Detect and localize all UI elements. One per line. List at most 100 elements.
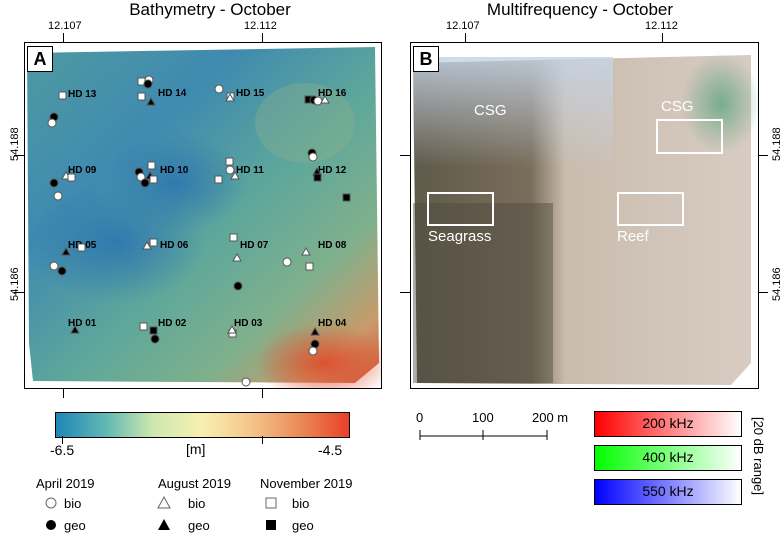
bio-square-marker — [67, 173, 76, 182]
reef-box — [617, 192, 684, 226]
geo-triangle-marker — [310, 326, 320, 336]
legend-bio-circle — [45, 497, 57, 509]
panel-a-tick-mark — [63, 388, 64, 398]
legend-group-november: November 2019 — [260, 476, 353, 491]
colorbar-unit-label: [m] — [186, 441, 206, 457]
legend-april-bio: bio — [64, 496, 82, 511]
panel-a-top-tick-2: 12.112 — [244, 20, 277, 32]
station-label: HD 06 — [160, 240, 189, 251]
geo-triangle-marker — [146, 96, 156, 106]
bio-triangle-marker — [142, 240, 152, 250]
geo-circle-marker — [140, 178, 150, 188]
frequency-range-label: [20 dB range] — [751, 416, 766, 496]
panel-b-tick-mark — [400, 155, 410, 156]
station-label: HD 08 — [318, 240, 347, 251]
panel-b-right-tick-1: 54.188 — [771, 127, 782, 161]
bio-circle-marker — [49, 261, 59, 271]
panel-a-title: Bathymetry - October — [129, 0, 291, 19]
geo-circle-marker — [150, 334, 160, 344]
station-label: HD 12 — [318, 165, 347, 176]
colorbar-tick — [262, 436, 263, 444]
legend-group-april: April 2019 — [36, 476, 95, 491]
panel-a-top-tick-1: 12.107 — [48, 20, 82, 32]
legend-november-bio: bio — [292, 496, 310, 511]
station-label: HD 03 — [234, 318, 263, 329]
geo-triangle-marker — [70, 324, 80, 334]
panel-a-tick-mark — [14, 292, 24, 293]
bio-square-marker — [77, 243, 86, 252]
station-label: HD 11 — [236, 165, 264, 176]
geo-circle-marker — [233, 281, 243, 291]
geo-square-marker — [149, 326, 158, 335]
panel-b-tick-mark — [758, 155, 768, 156]
panel-b-right-tick-2: 54.186 — [771, 267, 782, 301]
bio-circle-marker — [282, 257, 292, 267]
bio-triangle-marker — [232, 252, 242, 262]
panel-a-tick-mark — [262, 388, 263, 398]
legend-geo-triangle — [158, 519, 170, 530]
bio-circle-marker — [241, 377, 251, 387]
panel-b-tick-mark — [465, 33, 466, 43]
scalebar — [419, 430, 548, 440]
bio-square-marker — [214, 175, 223, 184]
legend-august-bio: bio — [188, 496, 206, 511]
bio-circle-marker — [225, 165, 235, 175]
panel-b-top-tick-1: 12.107 — [446, 20, 480, 32]
area-label-seagrass: Seagrass — [428, 228, 492, 245]
legend-group-august: August 2019 — [158, 476, 232, 491]
scalebar-label-100: 100 — [472, 410, 494, 425]
station-label: HD 04 — [318, 318, 347, 329]
area-label-reef: Reef — [617, 228, 649, 245]
panel-a-tick-mark — [63, 33, 64, 43]
bio-square-marker — [137, 92, 146, 101]
freq-400-box: 400 kHz — [594, 445, 742, 471]
bio-square-marker — [305, 262, 314, 271]
bathymetry-map — [24, 42, 382, 389]
panel-a-tick-mark — [262, 33, 263, 43]
depth-colorbar — [55, 412, 350, 438]
legend-november-geo: geo — [292, 518, 314, 533]
bio-square-marker — [225, 157, 234, 166]
geo-square-marker — [342, 193, 351, 202]
multifrequency-map — [410, 42, 759, 389]
station-label: HD 01 — [68, 318, 97, 329]
bio-triangle-marker — [320, 94, 330, 104]
panel-b-letter: B — [413, 46, 439, 72]
panel-a-letter: A — [27, 46, 53, 72]
bio-square-marker — [149, 175, 158, 184]
bio-circle-marker — [308, 152, 318, 162]
bio-square-marker — [58, 91, 67, 100]
bio-circle-marker — [214, 84, 224, 94]
csg-box — [656, 119, 723, 154]
legend-august-geo: geo — [188, 518, 210, 533]
legend-bio-triangle — [157, 495, 171, 509]
legend-geo-square — [266, 520, 276, 530]
colorbar-min-label: -6.5 — [50, 442, 75, 458]
freq-200-box: 200 kHz — [594, 411, 742, 437]
bio-square-marker — [149, 238, 158, 247]
geo-triangle-marker — [61, 246, 71, 256]
geo-circle-marker — [49, 178, 59, 188]
station-label: HD 07 — [240, 240, 269, 251]
station-label: HD 15 — [236, 88, 265, 99]
station-label: HD 13 — [68, 89, 97, 100]
scalebar-label-200: 200 m — [532, 410, 569, 425]
panel-b-top-tick-2: 12.112 — [645, 20, 678, 32]
freq-550-box: 550 kHz — [594, 479, 742, 505]
seagrass-box — [427, 192, 494, 226]
geo-square-marker — [313, 173, 322, 182]
legend-geo-circle — [46, 520, 56, 530]
station-label: HD 14 — [158, 88, 187, 99]
panel-b-tick-mark — [400, 292, 410, 293]
bio-circle-marker — [47, 118, 57, 128]
bio-square-marker — [139, 322, 148, 331]
multifrequency-map-svg — [411, 43, 758, 388]
panel-a-tick-mark — [14, 155, 24, 156]
legend-symbols — [45, 495, 277, 530]
bio-circle-marker — [308, 346, 318, 356]
panel-b-title: Multifrequency - October — [486, 0, 674, 19]
station-label: HD 16 — [318, 88, 347, 99]
geo-circle-marker — [143, 79, 153, 89]
station-label: HD 10 — [160, 165, 189, 176]
